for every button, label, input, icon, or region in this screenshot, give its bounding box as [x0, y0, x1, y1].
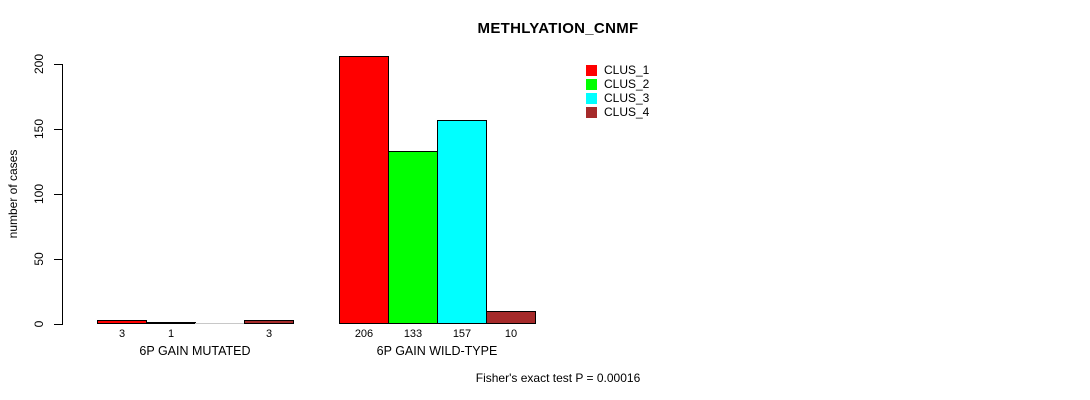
legend-item-clus_1: CLUS_1 [586, 63, 649, 77]
legend-item-clus_2: CLUS_2 [586, 77, 649, 91]
y-tick-100 [54, 194, 62, 195]
bar-value-label-wildtype-clus_3: 157 [452, 328, 472, 340]
legend-label-clus_3: CLUS_3 [604, 91, 650, 105]
bar-clus_4-mutated [244, 320, 294, 324]
bar-value-label-wildtype-clus_2: 133 [403, 328, 423, 340]
legend-label-clus_4: CLUS_4 [604, 105, 650, 119]
chart-title: METHLYATION_CNMF [477, 20, 639, 37]
bar-value-label-mutated-clus_4: 3 [265, 328, 273, 340]
y-tick-50 [54, 259, 62, 260]
legend-swatch-clus_3 [586, 92, 597, 104]
bar-clus_2-mutated [146, 322, 196, 324]
legend-swatch-clus_1 [586, 64, 597, 76]
group-label-wildtype: 6P GAIN WILD-TYPE [376, 344, 498, 358]
y-tick-label-150: 150 [32, 118, 46, 140]
legend-item-clus_4: CLUS_4 [586, 105, 649, 119]
bar-clus_1-wildtype [339, 56, 389, 324]
bar-clus_3-wildtype [437, 120, 487, 324]
footer-annotation: Fisher's exact test P = 0.00016 [475, 371, 641, 385]
y-tick-150 [54, 129, 62, 130]
legend-swatch-clus_4 [586, 106, 597, 118]
bar-clus_4-wildtype [486, 311, 536, 324]
y-axis-title: number of cases [6, 149, 20, 239]
bar-value-label-wildtype-clus_1: 206 [354, 328, 374, 340]
legend-label-clus_2: CLUS_2 [604, 77, 650, 91]
bar-clus_1-mutated [97, 320, 147, 324]
legend-swatch-clus_2 [586, 78, 597, 90]
bar-value-label-mutated-clus_2: 1 [167, 328, 175, 340]
y-tick-label-50: 50 [32, 252, 46, 266]
y-tick-label-0: 0 [32, 320, 46, 328]
y-tick-200 [54, 64, 62, 65]
y-tick-0 [54, 324, 62, 325]
y-tick-label-100: 100 [32, 183, 46, 205]
legend: CLUS_1 CLUS_2 CLUS_3 CLUS_4 [586, 63, 649, 119]
bar-clus_2-wildtype [388, 151, 438, 324]
bar-value-label-mutated-clus_1: 3 [118, 328, 126, 340]
y-tick-label-200: 200 [32, 53, 46, 75]
y-axis-line [62, 64, 63, 325]
legend-label-clus_1: CLUS_1 [604, 63, 650, 77]
group-label-mutated: 6P GAIN MUTATED [139, 344, 251, 358]
bar-clus_3-mutated [195, 323, 245, 324]
legend-item-clus_3: CLUS_3 [586, 91, 649, 105]
bar-value-label-wildtype-clus_4: 10 [504, 328, 518, 340]
